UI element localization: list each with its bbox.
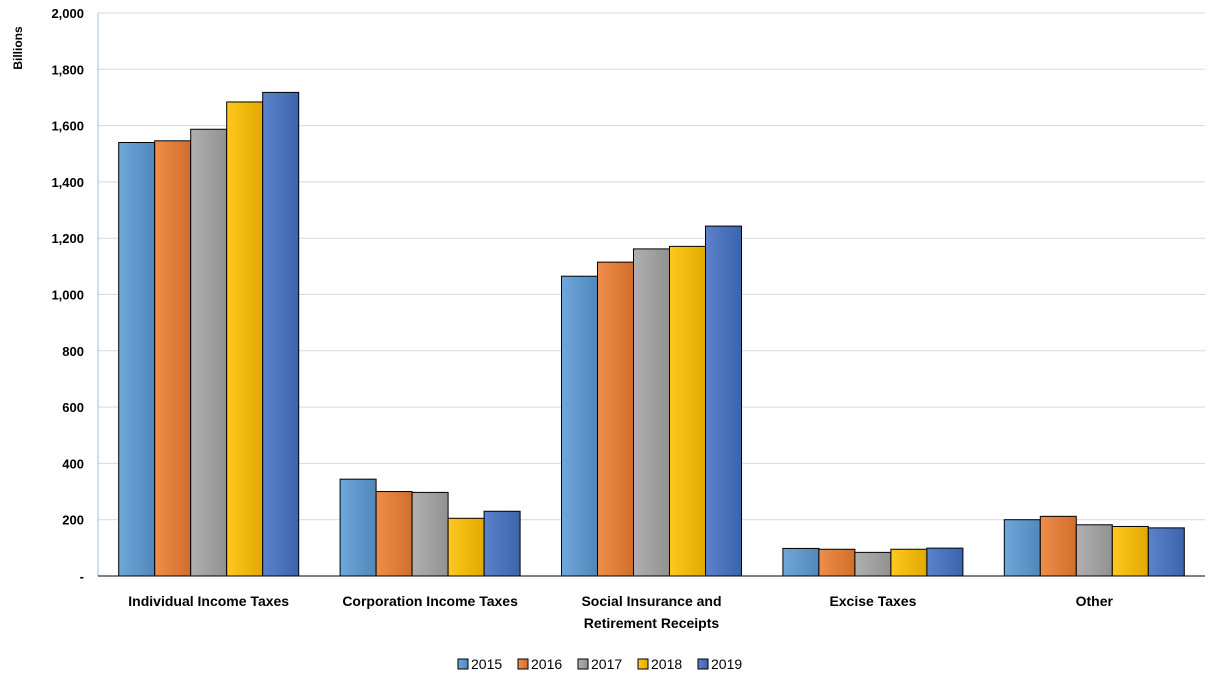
y-tick-label: 1,200 <box>51 231 84 246</box>
bar-2016-cat-0 <box>154 140 192 577</box>
y-tick-label: 1,000 <box>51 288 84 303</box>
y-tick-label: 2,000 <box>51 6 84 21</box>
bar-2015-cat-0 <box>118 141 156 577</box>
bar-2015-cat-1 <box>339 478 377 577</box>
bar-2018-cat-2 <box>669 245 706 577</box>
legend-label: 2019 <box>711 656 742 672</box>
x-category-label: Individual Income Taxes <box>128 593 289 609</box>
x-category-label: Retirement Receipts <box>584 615 720 631</box>
bar-2017-cat-1 <box>411 491 449 577</box>
y-axis-label: Billions <box>11 26 25 70</box>
x-category-label: Other <box>1076 593 1114 609</box>
legend: 2015 2016 2017 2018 2019 <box>457 656 742 672</box>
bar-2016-cat-4 <box>1039 515 1077 577</box>
x-category-label: Social Insurance and <box>581 593 721 609</box>
bar-2018-cat-0 <box>226 101 264 577</box>
bar-2018-cat-3 <box>890 548 928 577</box>
y-tick-label: 400 <box>62 456 84 471</box>
bar-2017-cat-4 <box>1075 524 1113 577</box>
y-axis-ticks: - 200 400 600 800 1,000 1,200 1,400 1,600 1,800 2,… <box>51 6 84 584</box>
bar-2018-cat-1 <box>447 517 485 577</box>
x-category-label: Excise Taxes <box>829 593 916 609</box>
bar-2017-cat-2 <box>633 248 670 577</box>
bar-2016-cat-2 <box>597 261 634 577</box>
bar-2016-cat-3 <box>818 548 856 577</box>
legend-swatch <box>517 658 529 670</box>
y-tick-label: - <box>80 569 84 584</box>
legend-swatch <box>457 658 469 670</box>
legend-label: 2017 <box>591 656 622 672</box>
bar-2019-cat-2 <box>705 225 742 577</box>
bar-2018-cat-4 <box>1111 525 1149 577</box>
bar-2019-cat-3 <box>926 547 964 577</box>
y-tick-label: 200 <box>62 513 84 528</box>
bar-2019-cat-4 <box>1147 527 1185 577</box>
bar-2017-cat-0 <box>190 128 228 577</box>
bar-2015-cat-2 <box>561 275 598 577</box>
legend-swatch <box>697 658 709 670</box>
legend-label: 2015 <box>471 656 502 672</box>
bar-2015-cat-3 <box>782 547 820 577</box>
y-tick-label: 800 <box>62 344 84 359</box>
x-category-label: Corporation Income Taxes <box>342 593 518 609</box>
y-tick-label: 600 <box>62 400 84 415</box>
bar-2017-cat-3 <box>854 551 892 577</box>
legend-label: 2018 <box>651 656 682 672</box>
y-tick-label: 1,800 <box>51 62 84 77</box>
legend-swatch <box>637 658 649 670</box>
category-labels: Individual Income Taxes Corporation Incom… <box>128 593 1113 631</box>
legend-label: 2016 <box>531 656 562 672</box>
axes <box>97 13 1205 577</box>
bar-2019-cat-0 <box>262 91 300 577</box>
bar-2015-cat-4 <box>1003 519 1041 577</box>
bars <box>118 91 1185 577</box>
legend-swatch <box>577 658 589 670</box>
bar-2016-cat-1 <box>375 491 413 577</box>
bar-2019-cat-1 <box>483 510 521 577</box>
y-tick-label: 1,400 <box>51 175 84 190</box>
y-tick-label: 1,600 <box>51 119 84 134</box>
